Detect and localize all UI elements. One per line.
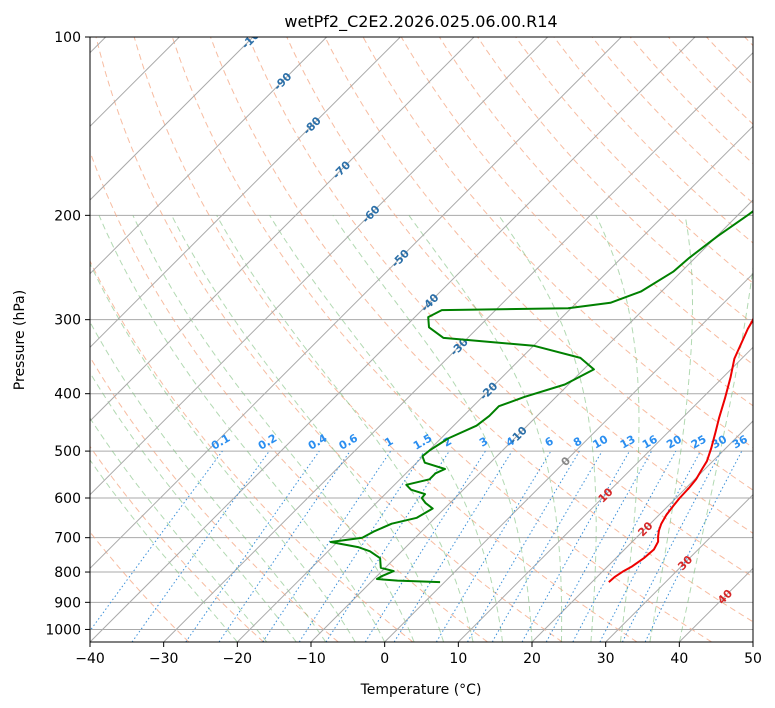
dry-adiabat-line bbox=[90, 259, 414, 642]
mixing-ratio-line bbox=[185, 450, 320, 642]
x-tick-label: −20 bbox=[223, 651, 253, 667]
y-tick-label: 100 bbox=[54, 30, 81, 46]
dry-adiabat-line bbox=[515, 37, 753, 284]
moist-adiabat-line bbox=[408, 215, 563, 642]
moist-adiabat-line bbox=[98, 215, 386, 642]
isotherm-line bbox=[90, 37, 622, 570]
isotherm-line bbox=[90, 37, 475, 422]
temperature-profile-line bbox=[608, 316, 753, 583]
mixing-ratio-line bbox=[218, 450, 351, 642]
x-tick-label: 40 bbox=[670, 651, 688, 667]
moist-adiabat-line bbox=[678, 263, 753, 642]
mixing-ratio-line bbox=[325, 450, 450, 642]
moist-adiabat-line bbox=[595, 215, 640, 642]
mixing-ratio-line bbox=[545, 450, 653, 642]
isotherm-line bbox=[605, 493, 753, 642]
chart-title: wetPf2_C2E2.2026.025.06.00.R14 bbox=[284, 12, 557, 32]
isotherm-line bbox=[310, 199, 753, 642]
isotherm-line bbox=[457, 346, 753, 642]
y-tick-label: 500 bbox=[54, 444, 81, 460]
dry-adiabat-line bbox=[95, 37, 563, 642]
moist-adiabat-line bbox=[132, 215, 415, 642]
moist-adiabat-line bbox=[90, 262, 356, 642]
x-tick-label: −10 bbox=[296, 651, 326, 667]
x-tick-label: 0 bbox=[380, 651, 389, 667]
plot-area: 0.1 0.2 0.4 0.6 1 1.5 2 3 4 6 8 10 13 16 20 25 30 36-100-… bbox=[90, 37, 753, 642]
moist-adiabat-line bbox=[90, 417, 268, 642]
dry-adiabat-line bbox=[324, 37, 753, 491]
moist-adiabat-line bbox=[332, 215, 533, 642]
mixing-ratio-line bbox=[393, 450, 513, 642]
isotherm-line bbox=[384, 272, 753, 642]
y-tick-label: 300 bbox=[54, 313, 81, 329]
mixing-ratio-line bbox=[262, 450, 392, 642]
moist-adiabat-line bbox=[269, 215, 503, 642]
x-tick-label: 30 bbox=[597, 651, 615, 667]
isotherm-line bbox=[90, 37, 328, 275]
isotherm-line bbox=[90, 37, 696, 642]
mixing-ratio-line bbox=[298, 450, 425, 642]
moist-adiabat-line bbox=[90, 321, 327, 642]
y-tick-label: 900 bbox=[54, 595, 81, 611]
y-axis-label: Pressure (hPa) bbox=[12, 290, 28, 390]
y-tick-label: 400 bbox=[54, 387, 81, 403]
dry-adiabat-line bbox=[171, 37, 712, 642]
mixing-ratio-line bbox=[644, 450, 743, 642]
moist-adiabat-line bbox=[216, 215, 474, 642]
axes: −40 −30 −20 −10 0 10 20 30 40 50 100 200 300 400 500 60… bbox=[45, 30, 762, 667]
moist-adiabat-line bbox=[90, 459, 238, 642]
x-tick-label: 50 bbox=[744, 651, 762, 667]
moist-adiabat-line bbox=[90, 371, 297, 642]
dry-adiabat-line bbox=[210, 37, 753, 623]
x-tick-label: −40 bbox=[75, 651, 105, 667]
y-tick-label: 1000 bbox=[45, 622, 81, 638]
dewpoint-profile-line bbox=[329, 209, 753, 584]
isotherm-line bbox=[90, 37, 254, 201]
dry-adiabat-line bbox=[90, 356, 339, 642]
y-tick-label: 600 bbox=[54, 491, 81, 507]
mixing-ratio-line bbox=[131, 450, 270, 642]
dry-adiabat-line bbox=[248, 37, 753, 578]
x-tick-label: −30 bbox=[149, 651, 179, 667]
y-tick-label: 200 bbox=[54, 208, 81, 224]
plot-frame bbox=[89, 36, 754, 643]
dry-adiabat-line bbox=[133, 37, 638, 642]
mixing-ratio-line bbox=[90, 450, 223, 632]
y-tick-label: 800 bbox=[54, 565, 81, 581]
x-axis-label: Temperature (°C) bbox=[360, 682, 482, 698]
isotherm-line bbox=[90, 37, 401, 349]
x-tick-label: 20 bbox=[523, 651, 541, 667]
mixing-ratio-line bbox=[521, 450, 630, 642]
dry-adiabat-line bbox=[286, 37, 753, 534]
dry-adiabat-line bbox=[90, 445, 264, 642]
moist-adiabat-line bbox=[171, 215, 445, 642]
x-tick-label: 10 bbox=[449, 651, 467, 667]
isotherm-line bbox=[90, 37, 549, 496]
mixing-ratio-line bbox=[572, 450, 677, 642]
isotherm-line bbox=[531, 420, 753, 642]
y-tick-label: 700 bbox=[54, 531, 81, 547]
